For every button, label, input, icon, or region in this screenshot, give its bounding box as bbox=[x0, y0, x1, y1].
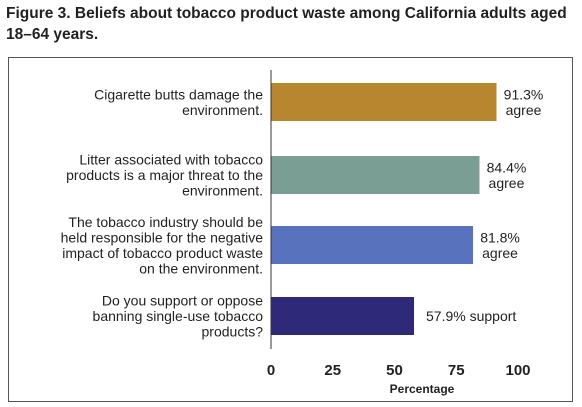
category-label-4: Do you support or oppose banning single-u… bbox=[93, 293, 264, 340]
value-label-line: 81.8% bbox=[480, 229, 520, 245]
chart-frame bbox=[8, 57, 573, 402]
category-label-line: environment. bbox=[182, 102, 263, 118]
category-label-2: Litter associated with tobacco products i… bbox=[66, 152, 263, 199]
category-label-line: banning single-use tobacco bbox=[93, 308, 264, 324]
category-label-line: products is a major threat to the bbox=[66, 167, 263, 183]
value-label-line: 91.3% bbox=[504, 86, 544, 102]
bar-2 bbox=[271, 156, 480, 194]
category-label-line: products? bbox=[202, 324, 264, 340]
x-tick-label: 25 bbox=[324, 362, 341, 379]
category-label-line: Do you support or oppose bbox=[102, 293, 263, 309]
category-label-line: environment. bbox=[182, 183, 263, 199]
value-label-line: agree bbox=[489, 175, 525, 191]
value-label-line: agree bbox=[482, 245, 518, 261]
category-label-line: impact of tobacco product waste bbox=[62, 245, 263, 261]
x-axis-title: Percentage bbox=[390, 382, 455, 396]
value-label-4: 57.9% support bbox=[426, 308, 516, 324]
bar-4 bbox=[271, 297, 415, 335]
bar-3 bbox=[271, 226, 474, 264]
x-tick-label: 0 bbox=[267, 362, 275, 379]
category-label-line: on the environment. bbox=[139, 260, 263, 276]
value-label-1: 91.3% agree bbox=[504, 86, 544, 118]
value-label-2: 84.4% agree bbox=[487, 159, 527, 191]
value-label-line: 84.4% bbox=[487, 159, 527, 175]
value-label-line: agree bbox=[506, 102, 542, 118]
x-tick-label: 75 bbox=[448, 362, 465, 379]
category-label-line: Litter associated with tobacco bbox=[79, 152, 263, 168]
category-label-1: Cigarette butts damage the environment. bbox=[94, 86, 263, 118]
category-label-line: Cigarette butts damage the bbox=[94, 86, 263, 102]
category-label-line: The tobacco industry should be bbox=[68, 214, 263, 230]
x-tick-label: 100 bbox=[505, 362, 530, 379]
bar-1 bbox=[271, 83, 497, 121]
category-label-line: held responsible for the negative bbox=[61, 229, 264, 245]
figure-title: Figure 3. Beliefs about tobacco product … bbox=[6, 5, 567, 43]
value-label-3: 81.8% agree bbox=[480, 229, 520, 261]
category-label-3: The tobacco industry should be held respo… bbox=[61, 214, 264, 277]
x-tick-label: 50 bbox=[386, 362, 403, 379]
